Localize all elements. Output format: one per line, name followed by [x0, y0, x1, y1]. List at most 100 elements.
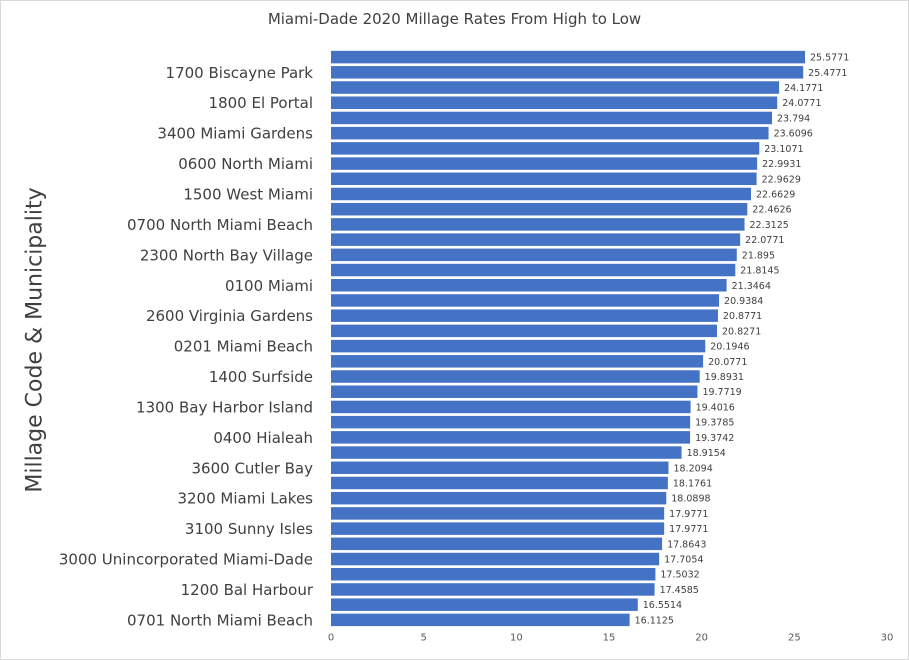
bar-value-label: 17.9771 — [669, 524, 708, 535]
bar — [331, 96, 778, 109]
category-label: 1300 Bay Harbor Island — [136, 398, 313, 416]
bar-value-label: 22.9629 — [762, 174, 801, 185]
bar-value-label: 25.5771 — [810, 53, 849, 64]
bar — [331, 66, 804, 79]
bar-value-label: 23.794 — [777, 113, 810, 124]
bar — [331, 294, 720, 307]
bar-value-label: 22.4626 — [752, 205, 791, 216]
x-tick-label: 0 — [328, 632, 334, 643]
bar-value-label: 18.2094 — [673, 463, 712, 474]
category-label: 1800 El Portal — [209, 94, 313, 112]
bar — [331, 248, 737, 262]
bar-value-label: 24.0771 — [782, 98, 821, 109]
bar — [331, 111, 772, 125]
bar — [331, 279, 727, 292]
bar-value-label: 24.1771 — [784, 83, 823, 94]
bar-value-label: 20.0771 — [708, 357, 747, 368]
bar — [331, 172, 757, 186]
x-tick-label: 25 — [788, 632, 801, 643]
bar — [331, 355, 704, 368]
category-label: 0700 North Miami Beach — [127, 216, 313, 234]
bar — [331, 415, 691, 429]
bar-value-label: 20.9384 — [724, 296, 763, 307]
bar-value-label: 22.0771 — [745, 235, 784, 246]
bar — [331, 507, 665, 520]
category-label: 2300 North Bay Village — [140, 246, 313, 264]
bar — [331, 491, 667, 505]
bar-value-label: 19.4016 — [696, 402, 735, 413]
bar — [331, 446, 682, 459]
bar — [331, 339, 706, 353]
bar — [331, 400, 691, 414]
bar — [331, 187, 752, 201]
bar — [331, 431, 691, 444]
bar-value-label: 19.3785 — [695, 418, 734, 429]
bar-value-label: 16.5514 — [643, 600, 682, 611]
x-tick-label: 5 — [420, 632, 426, 643]
bar — [331, 263, 736, 277]
category-label: 1500 West Miami — [183, 185, 313, 203]
x-tick-label: 15 — [603, 632, 616, 643]
bar — [331, 567, 656, 581]
category-label: 3600 Cutler Bay — [192, 459, 314, 477]
bar-value-label: 21.3464 — [732, 281, 771, 292]
bar — [331, 583, 655, 596]
bar — [331, 461, 669, 475]
category-label: 0400 Hialeah — [213, 429, 313, 447]
bar — [331, 324, 717, 338]
bar-value-label: 20.1946 — [710, 342, 749, 353]
bar-value-label: 17.7054 — [664, 555, 703, 566]
bar — [331, 522, 665, 535]
bar-value-label: 17.5032 — [660, 570, 699, 581]
bar — [331, 537, 663, 551]
bar — [331, 613, 630, 627]
category-label: 0201 Miami Beach — [174, 338, 313, 356]
category-label: 1700 Biscayne Park — [166, 64, 314, 82]
category-label: 0701 North Miami Beach — [127, 611, 313, 629]
bar-value-label: 19.3742 — [695, 433, 734, 444]
x-tick-label: 10 — [510, 632, 523, 643]
bar — [331, 157, 758, 170]
bar — [331, 552, 660, 566]
bar-value-label: 23.6096 — [774, 129, 813, 140]
category-label: 3000 Unincorporated Miami-Dade — [59, 551, 313, 569]
bar — [331, 370, 700, 383]
bar-value-label: 22.3125 — [750, 220, 789, 231]
bar-value-label: 17.9771 — [669, 509, 708, 520]
chart-title: Miami-Dade 2020 Millage Rates From High … — [267, 10, 642, 28]
bar — [331, 218, 745, 231]
bar — [331, 81, 780, 94]
category-label: 3100 Sunny Isles — [185, 520, 313, 538]
bar-value-label: 19.8931 — [705, 372, 744, 383]
bar — [331, 385, 698, 398]
bar — [331, 233, 741, 246]
bar-value-label: 18.9154 — [687, 448, 726, 459]
category-label: 0100 Miami — [225, 277, 313, 295]
bar — [331, 126, 769, 140]
category-label: 1400 Surfside — [209, 368, 313, 386]
bar-value-label: 22.9931 — [762, 159, 801, 170]
x-tick-label: 30 — [881, 632, 894, 643]
bar-value-label: 22.6629 — [756, 189, 795, 200]
bar — [331, 309, 718, 322]
category-label: 3200 Miami Lakes — [177, 490, 313, 508]
bar-value-label: 23.1071 — [764, 144, 803, 155]
x-tick-label: 20 — [695, 632, 708, 643]
category-label: 2600 Virginia Gardens — [146, 307, 313, 325]
bar-value-label: 20.8771 — [723, 311, 762, 322]
bar-value-label: 25.4771 — [808, 68, 847, 79]
bar-value-label: 16.1125 — [635, 615, 674, 626]
bar-value-label: 20.8271 — [722, 326, 761, 337]
bar-value-label: 17.4585 — [660, 585, 699, 596]
bar-value-label: 18.0898 — [671, 494, 710, 505]
bar-value-label: 21.8145 — [740, 266, 779, 277]
category-label: 1200 Bal Harbour — [181, 581, 314, 599]
bar-value-label: 18.1761 — [673, 478, 712, 489]
category-label: 3400 Miami Gardens — [157, 125, 313, 143]
bar — [331, 142, 760, 155]
category-label: 0600 North Miami — [178, 155, 313, 173]
bar — [331, 202, 748, 216]
bar — [331, 598, 638, 611]
bar — [331, 50, 806, 64]
